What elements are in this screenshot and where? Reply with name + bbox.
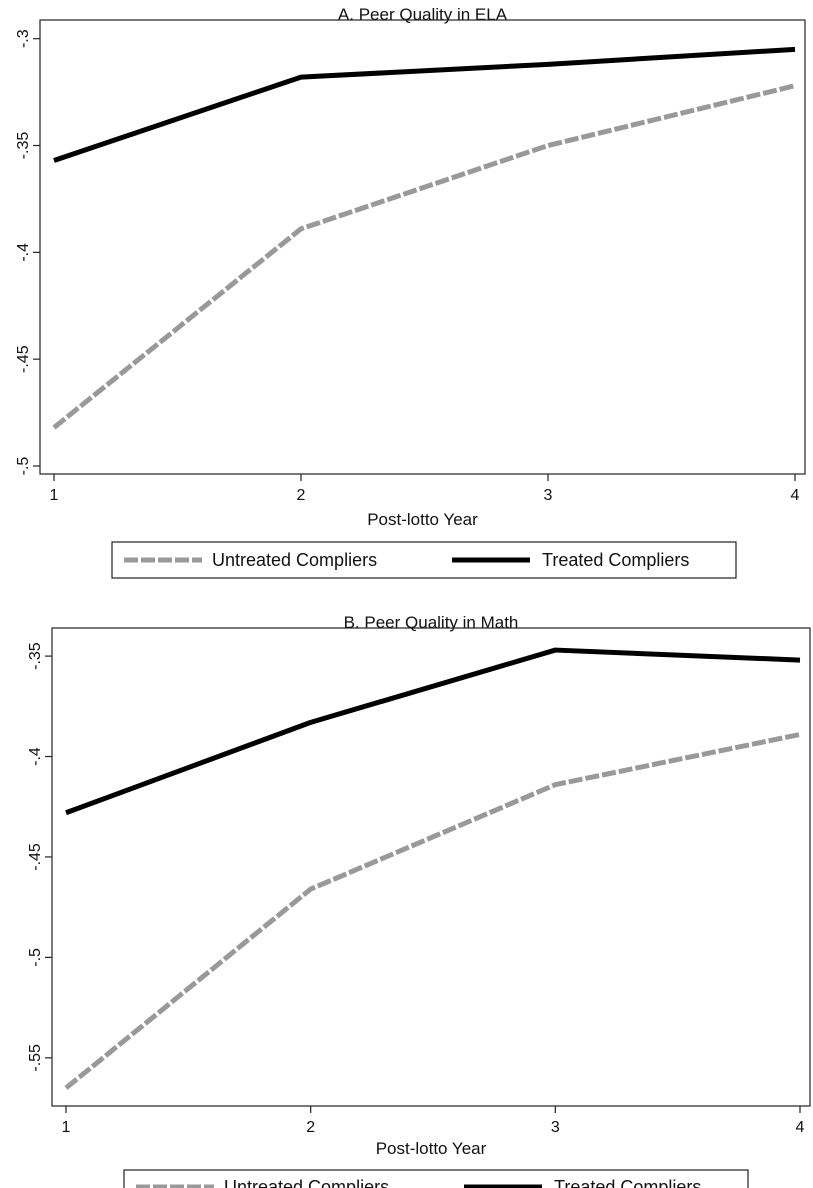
legend-label: Untreated Compliers — [224, 1177, 389, 1188]
plot-frame — [39, 19, 806, 475]
y-tick-label: -.45 — [27, 843, 44, 871]
legend-box — [111, 541, 737, 579]
y-tick-label: -.5 — [27, 948, 44, 967]
y-tick-label: -.45 — [15, 345, 32, 373]
y-tick-label: -.35 — [27, 642, 44, 670]
x-axis-title: Post-lotto Year — [376, 1139, 487, 1158]
chart-title: B. Peer Quality in Math — [344, 613, 519, 632]
x-tick-label: 4 — [791, 487, 800, 504]
y-tick-label: -.4 — [15, 243, 32, 262]
chart-panel-a: A. Peer Quality in ELA -.3 -.35 -.4 -.45 -.5 1… — [15, 5, 806, 579]
legend: Untreated Compliers Treated Compliers — [111, 541, 737, 579]
x-tick-label: 3 — [544, 487, 553, 504]
x-tick-label: 4 — [796, 1119, 805, 1136]
series-line-untreated — [52, 83, 796, 430]
legend: Untreated Compliers Treated Compliers — [123, 1169, 749, 1188]
x-axis-title: Post-lotto Year — [367, 510, 478, 529]
series-line-treated — [53, 46, 796, 163]
plot-frame — [51, 627, 811, 1107]
x-tick-label: 1 — [50, 487, 59, 504]
legend-box — [123, 1169, 749, 1188]
chart-title: A. Peer Quality in ELA — [338, 5, 508, 24]
y-tick-label: -.4 — [27, 747, 44, 766]
y-tick-label: -.55 — [27, 1044, 44, 1072]
x-tick-label: 1 — [62, 1119, 71, 1136]
y-tick-label: -.35 — [15, 132, 32, 160]
x-tick-label: 2 — [306, 1119, 315, 1136]
chart-panel-b: B. Peer Quality in Math -.35 -.4 -.45 -.5 -.5… — [27, 613, 811, 1188]
y-tick-label: -.3 — [15, 29, 32, 48]
y-tick-label: -.5 — [15, 457, 32, 476]
legend-label: Treated Compliers — [542, 550, 689, 570]
legend-label: Untreated Compliers — [212, 550, 377, 570]
series-line-untreated — [64, 731, 801, 1090]
series-line-treated — [65, 647, 801, 816]
x-tick-label: 2 — [297, 487, 306, 504]
legend-label: Treated Compliers — [554, 1177, 701, 1188]
x-tick-label: 3 — [551, 1119, 560, 1136]
